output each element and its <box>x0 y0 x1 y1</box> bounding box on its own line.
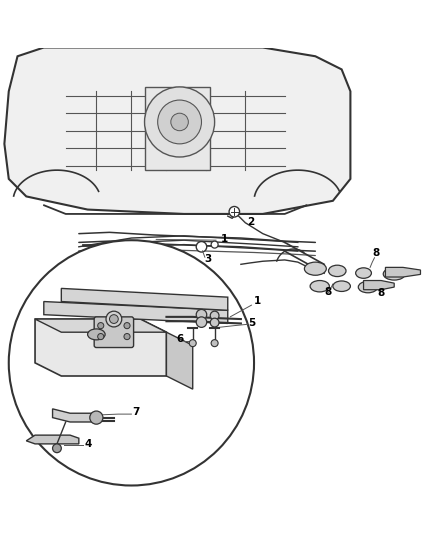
Circle shape <box>124 322 130 329</box>
Circle shape <box>98 322 104 329</box>
Circle shape <box>53 444 61 453</box>
Ellipse shape <box>328 265 346 277</box>
Text: 1: 1 <box>221 233 229 244</box>
Text: 3: 3 <box>205 254 212 264</box>
Circle shape <box>158 100 201 144</box>
Polygon shape <box>166 332 193 389</box>
Polygon shape <box>4 47 350 214</box>
Text: 1: 1 <box>254 296 261 306</box>
Ellipse shape <box>358 281 378 293</box>
Circle shape <box>210 318 219 327</box>
Text: 8: 8 <box>378 288 385 298</box>
FancyBboxPatch shape <box>94 317 134 348</box>
Polygon shape <box>385 268 420 277</box>
Circle shape <box>98 334 104 340</box>
Text: 6: 6 <box>176 334 184 344</box>
Circle shape <box>9 240 254 486</box>
Text: 8: 8 <box>324 287 332 297</box>
Text: 7: 7 <box>132 407 140 417</box>
Ellipse shape <box>310 280 329 292</box>
Ellipse shape <box>356 268 371 278</box>
Text: 2: 2 <box>247 217 255 227</box>
Polygon shape <box>61 288 228 310</box>
Circle shape <box>211 241 218 248</box>
Circle shape <box>210 311 219 320</box>
Circle shape <box>90 411 103 424</box>
Polygon shape <box>35 319 166 376</box>
Polygon shape <box>145 87 210 170</box>
Polygon shape <box>53 409 96 422</box>
Circle shape <box>196 317 207 327</box>
Text: 4: 4 <box>84 439 92 448</box>
Circle shape <box>171 113 188 131</box>
Ellipse shape <box>383 268 405 280</box>
Circle shape <box>124 334 130 340</box>
Polygon shape <box>26 435 79 444</box>
Circle shape <box>145 87 215 157</box>
Text: 8: 8 <box>372 248 380 259</box>
Circle shape <box>211 340 218 346</box>
Ellipse shape <box>333 281 350 292</box>
Text: 5: 5 <box>248 318 256 328</box>
Circle shape <box>189 340 196 346</box>
Circle shape <box>106 311 122 327</box>
Circle shape <box>196 310 207 320</box>
Ellipse shape <box>304 262 326 275</box>
Polygon shape <box>364 280 394 290</box>
Circle shape <box>229 206 240 217</box>
Polygon shape <box>44 302 228 324</box>
Circle shape <box>110 314 118 324</box>
Ellipse shape <box>88 329 105 340</box>
Polygon shape <box>35 319 166 332</box>
Circle shape <box>196 241 207 252</box>
